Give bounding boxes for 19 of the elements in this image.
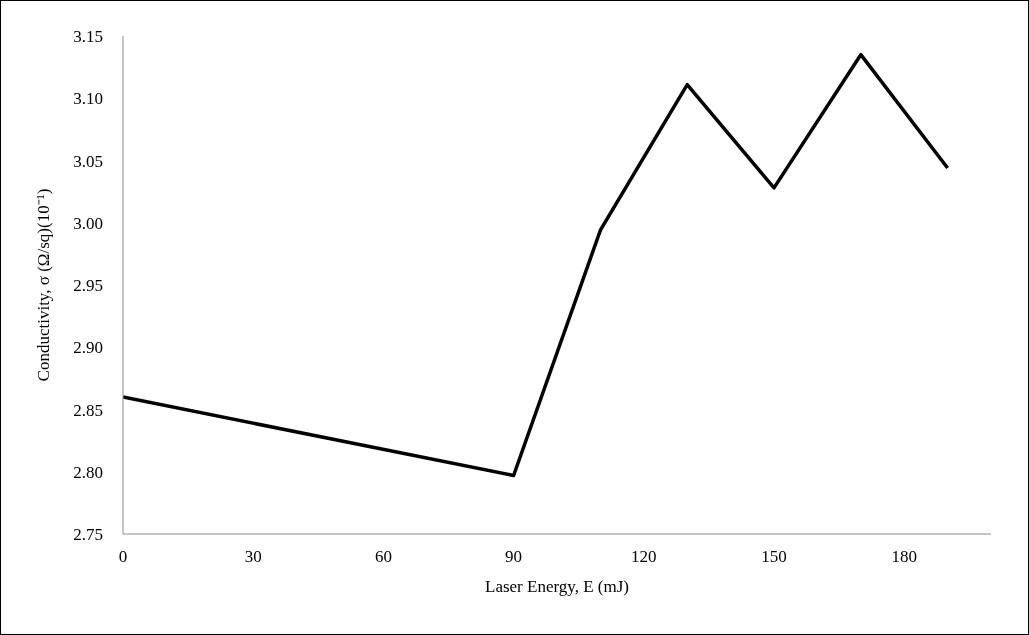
y-tick-label: 2.85	[73, 400, 103, 420]
x-tick-label: 150	[761, 547, 787, 567]
x-tick-label: 0	[118, 547, 128, 567]
x-tick-label: 90	[505, 547, 523, 567]
y-tick-label: 2.90	[73, 338, 103, 358]
x-axis-title: Laser Energy, E (mJ)	[485, 577, 629, 596]
y-tick-label: 3.00	[73, 213, 103, 233]
y-tick-label: 3.10	[73, 89, 103, 109]
y-tick-label: 3.05	[73, 151, 103, 171]
y-tick-label: 3.15	[73, 27, 103, 47]
x-tick-label: 180	[891, 547, 917, 567]
line-series	[123, 52, 950, 478]
x-tick-label: 120	[631, 547, 657, 567]
x-tick-label: 30	[244, 547, 262, 567]
y-tick-label: 2.95	[73, 276, 103, 296]
y-axis-title: Conductivity, σ (Ω/sq)(10⁻¹)	[34, 188, 54, 382]
y-tick-label: 2.80	[73, 462, 103, 482]
y-tick-label: 2.75	[73, 525, 103, 545]
x-tick-label: 60	[374, 547, 392, 567]
